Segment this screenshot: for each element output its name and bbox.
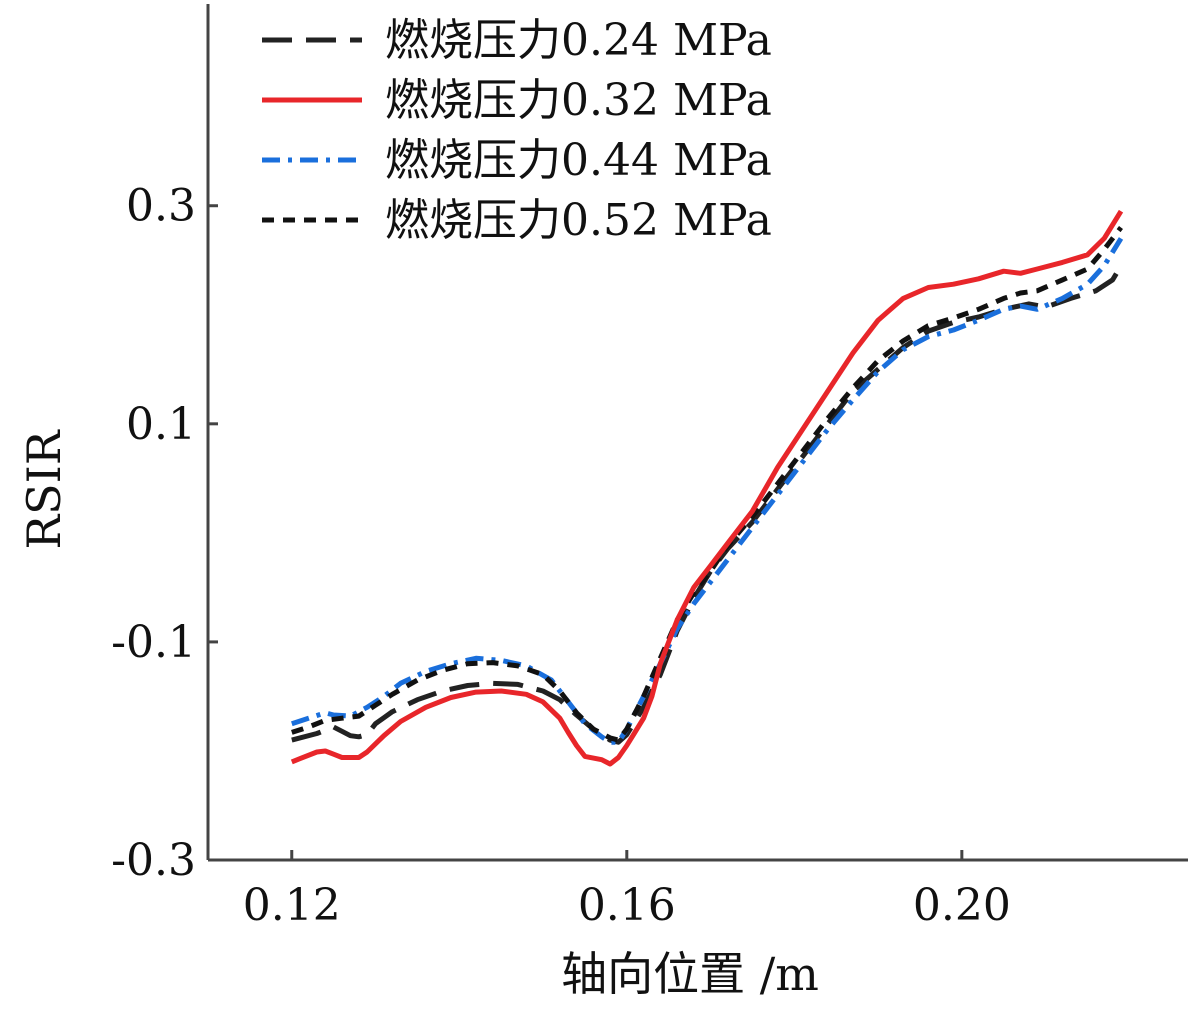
legend-label-4: 燃烧压力0.52 MPa xyxy=(385,195,772,246)
chart-axes: 0.3 0.1 -0.1 -0.3 0.12 0.16 0.20 xyxy=(111,4,1188,931)
y-axis-label: RSIR xyxy=(17,429,71,549)
y-tick-label: 0.1 xyxy=(126,399,196,450)
x-tick-label: 0.16 xyxy=(578,880,676,931)
series-line-2 xyxy=(290,209,1124,767)
x-tick-label: 0.12 xyxy=(243,880,341,931)
chart-legend: 燃烧压力0.24 MPa 燃烧压力0.32 MPa 燃烧压力0.44 MPa 燃烧压力… xyxy=(262,15,772,246)
y-tick-label: 0.3 xyxy=(126,181,196,232)
x-tick-label: 0.20 xyxy=(913,880,1011,931)
x-axis-label: 轴向位置 /m xyxy=(561,947,819,1001)
y-tick-label: -0.1 xyxy=(111,617,196,668)
y-tick-label: -0.3 xyxy=(111,835,196,886)
series-line-4 xyxy=(291,225,1123,743)
legend-label-2: 燃烧压力0.32 MPa xyxy=(385,75,772,126)
legend-label-3: 燃烧压力0.44 MPa xyxy=(385,135,772,186)
plot-area xyxy=(290,209,1124,767)
series-line-1 xyxy=(291,264,1124,745)
legend-label-1: 燃烧压力0.24 MPa xyxy=(385,15,772,66)
series-line-3 xyxy=(291,237,1124,745)
